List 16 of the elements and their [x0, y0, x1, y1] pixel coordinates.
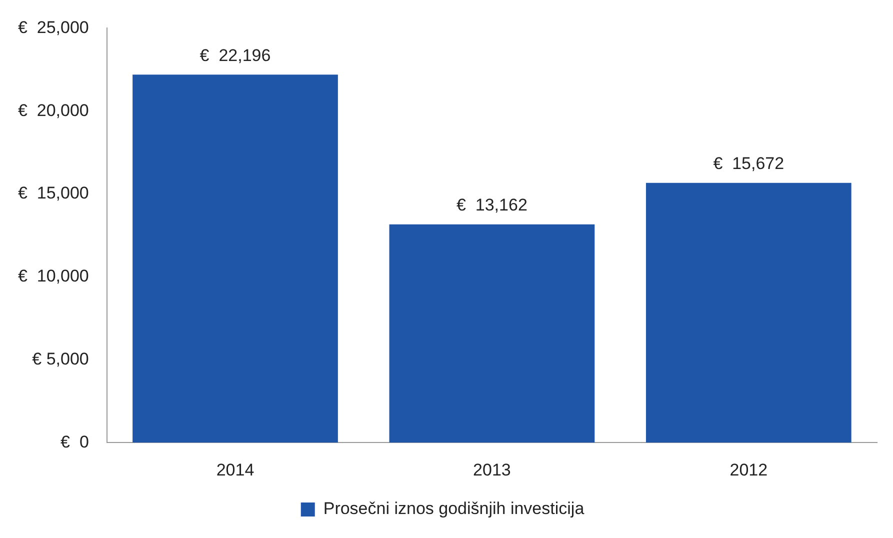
y-tick-label: € 0 [60, 432, 89, 452]
bar [646, 182, 852, 443]
y-tick-label: € 15,000 [18, 184, 89, 203]
y-tick-label: € 25,000 [18, 18, 89, 37]
y-tick-label: € 10,000 [18, 266, 89, 286]
data-label: € 13,162 [456, 196, 528, 215]
x-tick-label: 2014 [216, 460, 254, 480]
x-tick-label: 2013 [473, 460, 511, 480]
bar [132, 74, 338, 443]
x-tick-label: 2012 [730, 460, 768, 480]
y-tick-label: € 20,000 [18, 100, 89, 120]
bar [389, 224, 595, 443]
y-tick-label: € 5,000 [32, 349, 89, 368]
data-label: € 15,672 [713, 154, 784, 174]
data-label: € 22,196 [200, 46, 271, 65]
legend-label: Prosečni iznos godišnjih investicija [323, 499, 585, 518]
